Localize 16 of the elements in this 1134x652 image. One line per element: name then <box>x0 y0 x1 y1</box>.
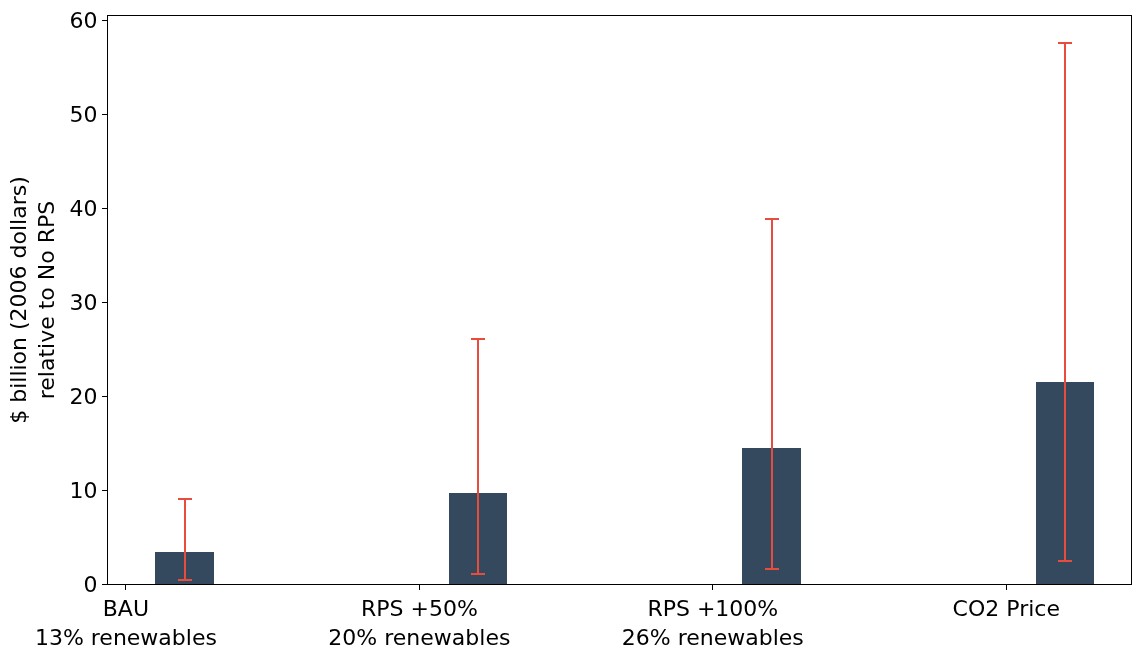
y-tick-label: 30 <box>69 290 98 316</box>
bar <box>449 493 507 584</box>
bar <box>155 552 214 584</box>
y-tick-label: 0 <box>83 571 98 597</box>
x-tick-label: RPS +100% 26% renewables <box>621 596 804 650</box>
y-axis-title: $ billion (2006 dollars) relative to No RPS <box>5 176 60 424</box>
x-tick-label: CO2 Price <box>952 596 1060 622</box>
y-tick-label: 40 <box>69 196 98 222</box>
x-tick-label: RPS +50% 20% renewables <box>328 596 511 650</box>
y-tick-label: 60 <box>69 8 98 34</box>
bar <box>1036 382 1094 584</box>
y-tick-label: 10 <box>69 477 98 503</box>
x-tick-label: BAU 13% renewables <box>34 596 217 650</box>
y-tick-label: 20 <box>69 383 98 409</box>
bar <box>742 448 801 584</box>
y-tick-label: 50 <box>69 102 98 128</box>
